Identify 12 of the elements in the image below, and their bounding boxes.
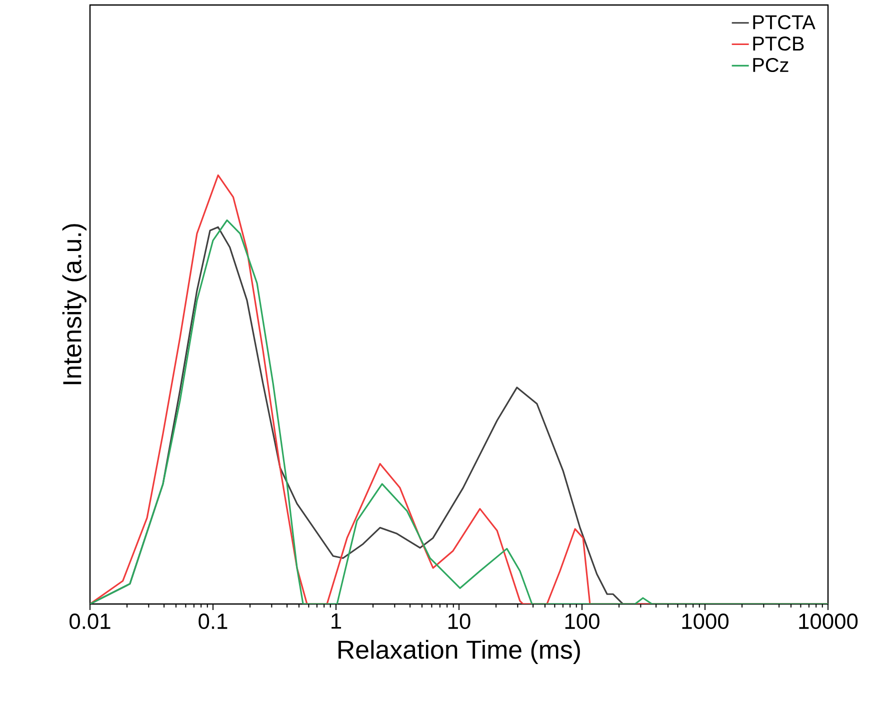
- y-axis-title: Intensity (a.u.): [62, 224, 86, 384]
- x-tick-label: 10: [448, 614, 470, 630]
- x-tick-label: 10000: [799, 614, 858, 630]
- legend-label: PTCB: [753, 36, 804, 51]
- x-tick-label: 100: [565, 614, 600, 630]
- x-tick-label: 0.1: [198, 614, 228, 630]
- x-tick-label: 0.01: [70, 614, 110, 630]
- legend-label: PCz: [753, 58, 788, 72]
- x-tick-label: 1000: [682, 614, 729, 630]
- x-axis-title: Relaxation Time (ms): [338, 640, 580, 664]
- legend-label: PTCTA: [753, 15, 816, 30]
- x-tick-label: 1: [332, 614, 342, 629]
